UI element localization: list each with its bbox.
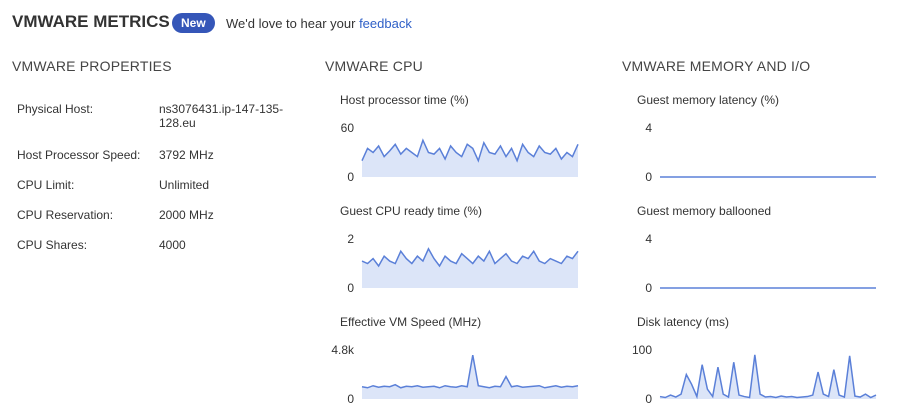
title: VMWARE METRICS	[12, 12, 170, 31]
property-label: CPU Shares:	[17, 238, 88, 252]
area	[362, 355, 578, 399]
section-title: VMWARE PROPERTIES	[12, 58, 172, 74]
area	[362, 140, 578, 177]
property-value: Unlimited	[159, 178, 210, 192]
y-tick-label: 60	[341, 121, 355, 135]
y-tick-label: 2	[347, 232, 354, 246]
feedback-message: We'd love to hear your feedback	[226, 16, 412, 31]
chart-title: Guest CPU ready time (%)	[340, 204, 482, 218]
y-tick-label: 0	[347, 281, 354, 295]
feedback-link[interactable]: feedback	[359, 16, 412, 31]
y-tick-label: 0	[645, 281, 652, 295]
y-tick-label: 0	[645, 170, 652, 184]
line	[361, 138, 579, 163]
y-tick-label: 4	[645, 232, 652, 246]
y-tick-label: 0	[347, 392, 354, 406]
chart-title: Disk latency (ms)	[637, 315, 729, 329]
message: We'd love to hear your	[226, 16, 356, 31]
property-label: CPU Limit:	[17, 178, 75, 192]
section-title: VMWARE MEMORY AND I/O	[622, 58, 811, 74]
y-tick-label: 0	[347, 170, 354, 184]
property-label: Physical Host:	[17, 102, 94, 116]
new-badge: New	[172, 13, 215, 33]
property-value: 3792 MHz	[159, 148, 214, 162]
chart-title: Effective VM Speed (MHz)	[340, 315, 481, 329]
y-tick-label: 0	[645, 392, 652, 406]
chart-title: Host processor time (%)	[340, 93, 469, 107]
property-value: 2000 MHz	[159, 208, 214, 222]
area	[660, 354, 876, 399]
y-tick-label: 4	[645, 121, 652, 135]
chart-title: Guest memory ballooned	[637, 204, 771, 218]
y-tick-label: 100	[632, 343, 652, 357]
property-label: CPU Reservation:	[17, 208, 114, 222]
property-value: ns3076431.ip-147-135-128.eu	[159, 102, 284, 130]
area	[362, 248, 578, 288]
line	[361, 247, 579, 268]
chart-title: Guest memory latency (%)	[637, 93, 779, 107]
y-tick-label: 4.8k	[331, 343, 355, 357]
line	[659, 354, 877, 400]
property-label: Host Processor Speed:	[17, 148, 141, 162]
property-value: 4000	[159, 238, 186, 252]
line	[361, 354, 579, 389]
section-title: VMWARE CPU	[325, 58, 423, 74]
